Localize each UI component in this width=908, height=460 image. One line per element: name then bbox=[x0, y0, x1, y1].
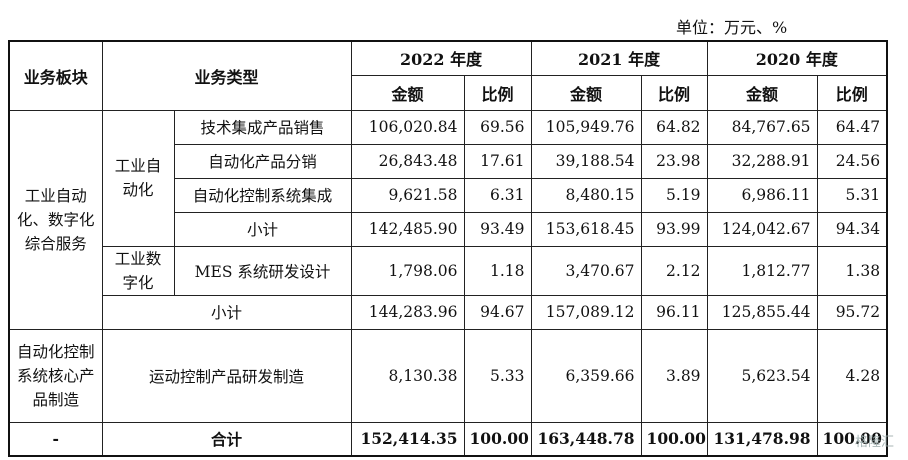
subtotal-row: 小计 142,485.90 93.49 153,618.45 93.99 124… bbox=[9, 211, 888, 247]
value-cell: 17.61 bbox=[463, 143, 532, 179]
value-cell: 93.49 bbox=[463, 211, 532, 247]
type-cell: 技术集成产品销售 bbox=[173, 109, 352, 145]
value-cell: 39,188.54 bbox=[530, 143, 642, 179]
value-cell: 8,130.38 bbox=[350, 328, 465, 423]
value-cell: 64.82 bbox=[640, 109, 708, 145]
table-row: 自动化控制系统核心产品制造 运动控制产品研发制造 8,130.38 5.33 6… bbox=[8, 328, 888, 423]
value-cell: 153,618.45 bbox=[530, 211, 642, 247]
value-cell: 1,812.77 bbox=[706, 245, 818, 296]
table-row: 工业数字化 MES 系统研发设计 1,798.06 1.18 3,470.67 … bbox=[9, 245, 888, 296]
total-value-cell: 131,478.98 bbox=[706, 421, 818, 457]
subtotal-label: 小计 bbox=[101, 294, 352, 330]
value-cell: 64.47 bbox=[816, 109, 888, 145]
segment-cell: 工业自动化、数字化综合服务 bbox=[8, 109, 103, 330]
value-cell: 8,480.15 bbox=[530, 177, 642, 213]
value-cell: 94.67 bbox=[463, 294, 532, 330]
header-year-2022: 2022 年度 bbox=[350, 40, 532, 76]
value-cell: 69.56 bbox=[463, 109, 532, 145]
value-cell: 106,020.84 bbox=[350, 109, 465, 145]
header-ratio: 比例 bbox=[463, 74, 532, 111]
revenue-table: 业务板块 业务类型 2022 年度 2021 年度 2020 年度 金额 比例 … bbox=[8, 40, 889, 457]
value-cell: 96.11 bbox=[640, 294, 708, 330]
value-cell: 95.72 bbox=[816, 294, 888, 330]
subtotal-label: 小计 bbox=[173, 211, 352, 247]
table-row: 工业自动化、数字化综合服务 工业自动化 技术集成产品销售 106,020.84 … bbox=[8, 109, 888, 330]
value-cell: 105,949.76 bbox=[530, 109, 642, 145]
value-cell: 1,798.06 bbox=[350, 245, 465, 296]
header-amount: 金额 bbox=[706, 74, 818, 111]
total-row: - 合计 152,414.35 100.00 163,448.78 100.00… bbox=[8, 421, 888, 457]
total-label: 合计 bbox=[101, 421, 352, 457]
header-ratio: 比例 bbox=[640, 74, 708, 111]
value-cell: 6,986.11 bbox=[706, 177, 818, 213]
value-cell: 5.31 bbox=[816, 177, 888, 213]
total-value-cell: 100.00 bbox=[816, 421, 888, 457]
header-year-2021: 2021 年度 bbox=[530, 40, 708, 76]
value-cell: 1.18 bbox=[463, 245, 532, 296]
header-amount: 金额 bbox=[350, 74, 465, 111]
value-cell: 5.19 bbox=[640, 177, 708, 213]
header-ratio: 比例 bbox=[816, 74, 888, 111]
value-cell: 2.12 bbox=[640, 245, 708, 296]
value-cell: 124,042.67 bbox=[706, 211, 818, 247]
value-cell: 157,089.12 bbox=[530, 294, 642, 330]
type-cell: 自动化控制系统集成 bbox=[173, 177, 352, 213]
value-cell: 5.33 bbox=[463, 328, 532, 423]
value-cell: 1.38 bbox=[816, 245, 888, 296]
value-cell: 142,485.90 bbox=[350, 211, 465, 247]
header-amount: 金额 bbox=[530, 74, 642, 111]
value-cell: 3,470.67 bbox=[530, 245, 642, 296]
unit-label: 单位：万元、% bbox=[676, 18, 788, 37]
subsegment-cell: 工业自动化 bbox=[101, 109, 175, 247]
value-cell: 6.31 bbox=[463, 177, 532, 213]
value-cell: 32,288.91 bbox=[706, 143, 818, 179]
value-cell: 84,767.65 bbox=[706, 109, 818, 145]
subtotal-row: 小计 144,283.96 94.67 157,089.12 96.11 125… bbox=[9, 294, 888, 330]
value-cell: 94.34 bbox=[816, 211, 888, 247]
subsegment-cell: 工业数字化 bbox=[101, 245, 175, 296]
header-year-2020: 2020 年度 bbox=[706, 40, 888, 76]
value-cell: 24.56 bbox=[816, 143, 888, 179]
type-cell: 运动控制产品研发制造 bbox=[101, 328, 352, 423]
value-cell: 125,855.44 bbox=[706, 294, 818, 330]
total-value-cell: 100.00 bbox=[463, 421, 532, 457]
table-row: 自动化控制系统集成 9,621.58 6.31 8,480.15 5.19 6,… bbox=[9, 177, 888, 213]
header-row-1: 业务板块 业务类型 2022 年度 2021 年度 2020 年度 bbox=[8, 40, 888, 111]
value-cell: 93.99 bbox=[640, 211, 708, 247]
type-cell: 自动化产品分销 bbox=[173, 143, 352, 179]
total-value-cell: 152,414.35 bbox=[350, 421, 465, 457]
header-row-2: 金额 比例 金额 比例 金额 比例 bbox=[9, 74, 888, 111]
value-cell: 26,843.48 bbox=[350, 143, 465, 179]
header-type: 业务类型 bbox=[101, 40, 352, 111]
header-segment: 业务板块 bbox=[8, 40, 103, 111]
value-cell: 144,283.96 bbox=[350, 294, 465, 330]
value-cell: 9,621.58 bbox=[350, 177, 465, 213]
value-cell: 4.28 bbox=[816, 328, 888, 423]
value-cell: 5,623.54 bbox=[706, 328, 818, 423]
value-cell: 6,359.66 bbox=[530, 328, 642, 423]
total-value-cell: 163,448.78 bbox=[530, 421, 642, 457]
value-cell: 23.98 bbox=[640, 143, 708, 179]
watermark: 格隆汇 bbox=[854, 435, 894, 450]
total-value-cell: 100.00 bbox=[640, 421, 708, 457]
table-row: 自动化产品分销 26,843.48 17.61 39,188.54 23.98 … bbox=[9, 143, 888, 179]
type-cell: MES 系统研发设计 bbox=[173, 245, 352, 296]
segment-cell: 自动化控制系统核心产品制造 bbox=[8, 328, 103, 423]
total-segment-cell: - bbox=[8, 421, 103, 457]
value-cell: 3.89 bbox=[640, 328, 708, 423]
